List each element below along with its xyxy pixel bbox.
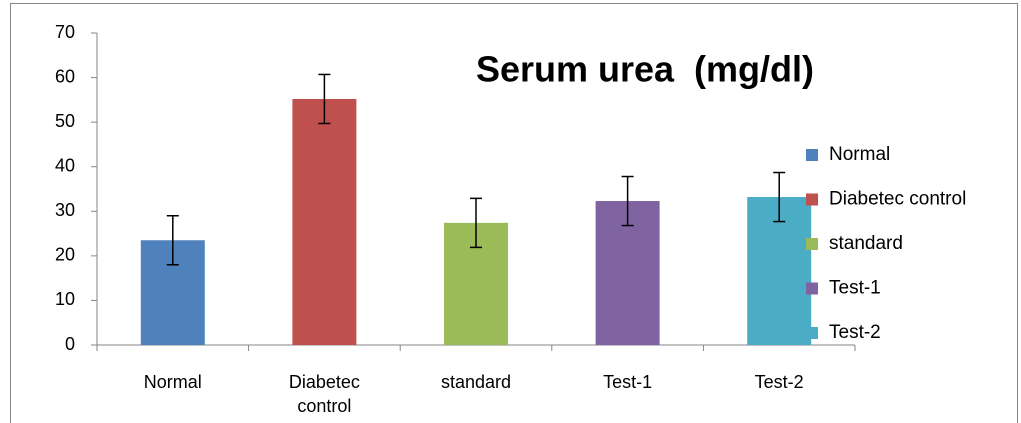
legend-swatch — [806, 238, 818, 250]
legend-swatch — [806, 282, 818, 295]
y-tick-label: 20 — [55, 245, 75, 265]
legend-label: Test-1 — [829, 278, 881, 299]
x-tick-label: Test-2 — [754, 372, 804, 392]
legend-label: Diabetec control — [829, 189, 966, 210]
y-tick-label: 40 — [55, 155, 75, 175]
legend-label: Normal — [829, 144, 890, 165]
y-tick-label: 50 — [55, 111, 75, 131]
legend-label: standard — [829, 233, 903, 254]
y-tick-label: 60 — [55, 66, 75, 86]
y-tick-label: 70 — [55, 22, 75, 42]
x-tick-label: standard — [440, 372, 512, 392]
x-tick-label: Test-1 — [603, 372, 653, 392]
legend-swatch — [806, 193, 818, 206]
chart-border — [10, 3, 1018, 423]
y-tick-label: 30 — [55, 200, 75, 220]
x-tick-label: Normal — [143, 372, 202, 392]
legend-swatch — [806, 327, 818, 339]
legend-label: Test-2 — [829, 322, 881, 343]
legend-swatch — [806, 149, 818, 161]
chart-title: Serum urea (mg/dl) — [476, 49, 814, 90]
bar — [292, 98, 357, 345]
y-tick-label: 0 — [65, 334, 75, 354]
y-tick-label: 10 — [55, 289, 75, 309]
x-tick-label: Diabetec control — [288, 372, 360, 416]
